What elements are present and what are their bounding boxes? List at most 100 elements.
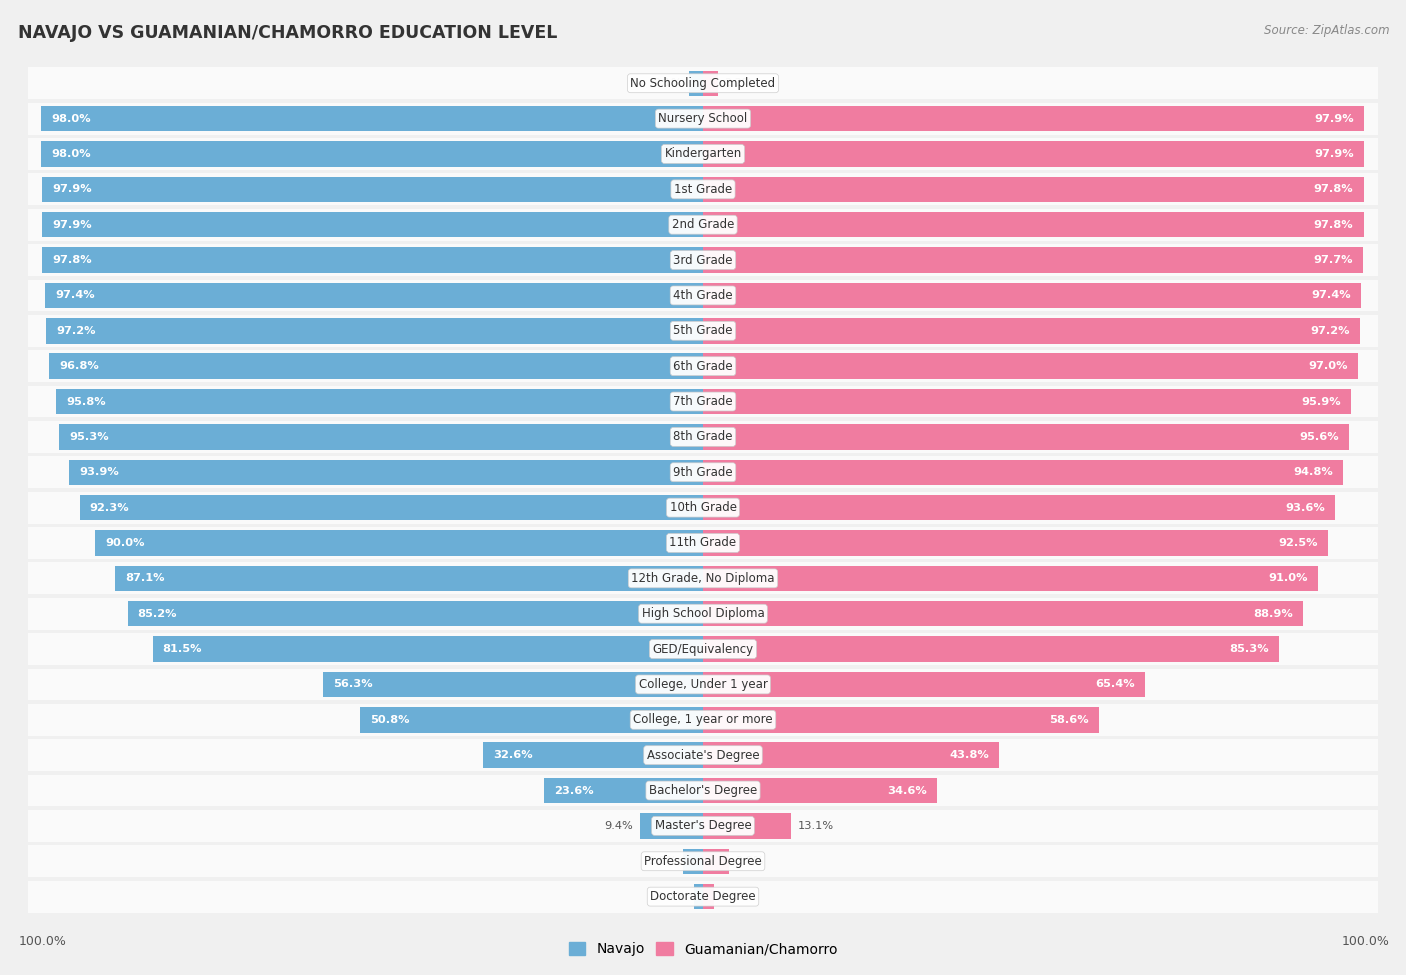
Bar [703,495,1336,521]
Bar [41,106,703,132]
Text: 97.9%: 97.9% [52,219,91,230]
Text: 97.8%: 97.8% [52,255,93,265]
Text: 3.8%: 3.8% [735,856,765,866]
Bar [703,106,1364,132]
Text: 2.2%: 2.2% [724,78,754,89]
Bar [28,810,1378,841]
Bar [703,353,1358,379]
Bar [703,70,718,96]
Bar [703,601,1303,627]
Text: 97.2%: 97.2% [1310,326,1350,335]
Bar [28,386,1378,417]
Bar [703,707,1099,732]
Text: 2nd Grade: 2nd Grade [672,218,734,231]
Text: 9.4%: 9.4% [605,821,633,831]
Text: 4th Grade: 4th Grade [673,289,733,302]
Text: 97.4%: 97.4% [1312,291,1351,300]
Text: 97.9%: 97.9% [1315,149,1354,159]
Bar [689,70,703,96]
Text: 95.9%: 95.9% [1301,397,1340,407]
Bar [482,742,703,768]
Bar [28,315,1378,347]
Bar [69,459,703,485]
Bar [28,350,1378,382]
Text: 23.6%: 23.6% [554,786,593,796]
Text: Professional Degree: Professional Degree [644,855,762,868]
Text: 2.1%: 2.1% [654,78,682,89]
Bar [28,598,1378,630]
Text: 97.7%: 97.7% [1313,255,1353,265]
Text: 93.6%: 93.6% [1285,503,1324,513]
Bar [28,563,1378,594]
Text: 5th Grade: 5th Grade [673,325,733,337]
Text: 97.9%: 97.9% [1315,114,1354,124]
Bar [28,174,1378,206]
Bar [42,248,703,273]
Bar [80,495,703,521]
Text: 91.0%: 91.0% [1268,573,1308,583]
Bar [703,248,1362,273]
Bar [683,848,703,874]
Bar [28,491,1378,524]
Bar [28,845,1378,878]
Bar [360,707,703,732]
Text: 97.0%: 97.0% [1309,361,1348,371]
Bar [640,813,703,838]
Text: 93.9%: 93.9% [79,467,118,477]
Text: 2.9%: 2.9% [648,856,676,866]
Bar [28,102,1378,135]
Text: 1st Grade: 1st Grade [673,183,733,196]
Text: 56.3%: 56.3% [333,680,373,689]
Bar [128,601,703,627]
Text: 32.6%: 32.6% [494,750,533,760]
Text: 12th Grade, No Diploma: 12th Grade, No Diploma [631,572,775,585]
Bar [703,778,936,803]
Text: 95.3%: 95.3% [69,432,110,442]
Text: 3rd Grade: 3rd Grade [673,254,733,266]
Text: 100.0%: 100.0% [1341,935,1389,948]
Bar [323,672,703,697]
Bar [46,318,703,343]
Text: 85.2%: 85.2% [138,608,177,619]
Text: Bachelor's Degree: Bachelor's Degree [650,784,756,797]
Bar [28,421,1378,452]
Bar [544,778,703,803]
Bar [28,704,1378,736]
Bar [42,176,703,202]
Text: 7th Grade: 7th Grade [673,395,733,408]
Bar [703,212,1364,238]
Bar [45,283,703,308]
Text: 94.8%: 94.8% [1294,467,1333,477]
Legend: Navajo, Guamanian/Chamorro: Navajo, Guamanian/Chamorro [564,937,842,962]
Text: 11th Grade: 11th Grade [669,536,737,550]
Bar [28,67,1378,99]
Text: 87.1%: 87.1% [125,573,165,583]
Text: 50.8%: 50.8% [370,715,409,724]
Text: NAVAJO VS GUAMANIAN/CHAMORRO EDUCATION LEVEL: NAVAJO VS GUAMANIAN/CHAMORRO EDUCATION L… [18,24,558,42]
Bar [28,633,1378,665]
Text: 97.4%: 97.4% [55,291,94,300]
Bar [703,813,792,838]
Text: 1.4%: 1.4% [658,891,686,902]
Bar [59,424,703,449]
Bar [703,141,1364,167]
Text: 100.0%: 100.0% [18,935,66,948]
Bar [703,459,1343,485]
Text: GED/Equivalency: GED/Equivalency [652,643,754,655]
Text: Doctorate Degree: Doctorate Degree [650,890,756,903]
Bar [703,848,728,874]
Text: 81.5%: 81.5% [163,644,202,654]
Text: 6th Grade: 6th Grade [673,360,733,372]
Text: 65.4%: 65.4% [1095,680,1135,689]
Bar [703,566,1317,591]
Bar [152,637,703,662]
Bar [703,742,998,768]
Bar [28,456,1378,488]
Text: 43.8%: 43.8% [949,750,988,760]
Bar [693,884,703,910]
Text: 13.1%: 13.1% [799,821,834,831]
Text: Master's Degree: Master's Degree [655,819,751,833]
Bar [28,739,1378,771]
Text: 98.0%: 98.0% [51,149,91,159]
Bar [28,669,1378,700]
